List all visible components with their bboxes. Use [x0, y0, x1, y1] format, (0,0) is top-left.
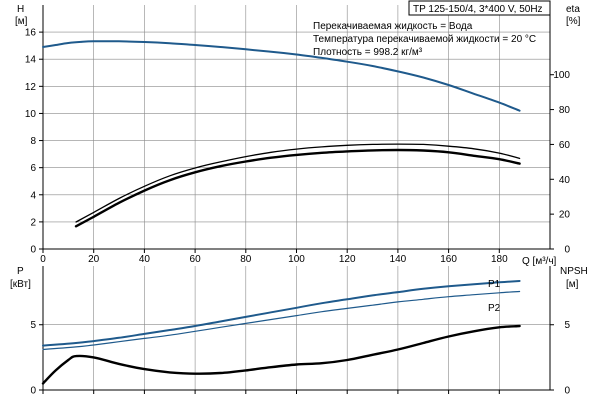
head-tick-label: 14 [25, 55, 37, 66]
eta-axis-label: eta [566, 4, 580, 15]
head-axis-unit: [м] [15, 16, 28, 27]
p2-curve [42, 290, 521, 351]
x-tick-label: 120 [339, 254, 356, 265]
info-line-fluid: Перекачиваемая жидкость = Вода [313, 21, 473, 32]
lower-ticks: 0 5 0 5 [30, 320, 570, 396]
head-tick-label: 6 [30, 163, 36, 174]
head-tick-label: 2 [30, 217, 36, 228]
npsh-curve [41, 324, 521, 385]
p1-curve [42, 280, 521, 347]
x-tick-label: 140 [390, 254, 407, 265]
series-label-p2: P2 [488, 303, 501, 314]
x-tick-label: 100 [288, 254, 305, 265]
head-tick-label: 4 [30, 190, 36, 201]
eta-axis-unit: [%] [566, 16, 581, 27]
npsh-axis-unit: [м] [566, 279, 579, 290]
npsh-axis-label: NPSH [560, 266, 588, 277]
head-curve [42, 40, 521, 112]
flow-axis-label: Q [м³/ч] [522, 256, 557, 267]
head-tick-label: 16 [25, 28, 37, 39]
npsh-tick-label: 0 [564, 386, 570, 397]
head-tick-label: 12 [25, 82, 37, 93]
eta-tick-label: 80 [559, 105, 571, 116]
info-line-temperature: Температура перекачиваемой жидкости = 20… [313, 34, 536, 45]
x-tick-label: 60 [190, 254, 202, 265]
head-tick-label: 8 [30, 136, 36, 147]
head-axis-label: H [17, 4, 24, 15]
eta-tick-label: 40 [559, 175, 571, 186]
x-tick-label: 80 [240, 254, 252, 265]
x-tick-label: 40 [139, 254, 151, 265]
power-axis-unit: [кВт] [10, 279, 31, 290]
efficiency-curve [75, 143, 521, 223]
series-label-p1: P1 [488, 279, 501, 290]
chart-title: TP 125-150/4, 3*400 V, 50Hz [413, 4, 543, 15]
info-line-density: Плотность = 998.2 кг/м³ [313, 47, 423, 58]
eta-tick-label: 20 [559, 210, 571, 221]
x-tick-label: 0 [40, 254, 46, 265]
head-tick-label: 0 [30, 245, 36, 256]
power-axis-label: P [17, 266, 24, 277]
upper-curves [42, 40, 521, 228]
eta-tick-label: 0 [564, 245, 570, 256]
x-tick-label: 180 [491, 254, 508, 265]
efficiency-curve [74, 148, 521, 228]
power-tick-label: 0 [30, 386, 36, 397]
x-tick-label: 160 [440, 254, 457, 265]
eta-tick-label: 100 [553, 70, 570, 81]
title-box [408, 0, 551, 16]
npsh-tick-label: 5 [564, 320, 570, 331]
head-tick-label: 10 [25, 109, 37, 120]
x-tick-label: 20 [88, 254, 100, 265]
eta-tick-label: 60 [559, 140, 571, 151]
power-tick-label: 5 [30, 320, 36, 331]
lower-curves [41, 280, 521, 385]
upper-ticks: 0 20 40 60 80 100 120 140 160 1800246810121416020… [25, 28, 571, 265]
